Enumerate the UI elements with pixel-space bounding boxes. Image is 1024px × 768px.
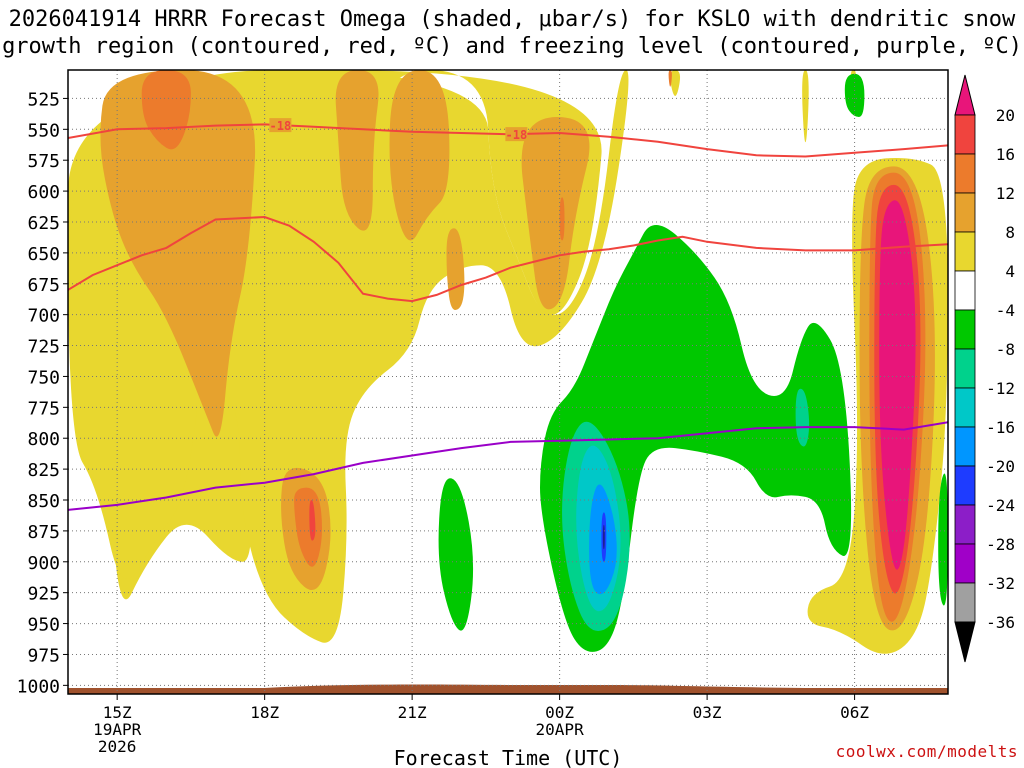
omega-region-3-0 — [309, 500, 316, 541]
x-tick-label-21-0: 21Z — [398, 703, 427, 722]
y-tick-label-800: 800 — [27, 429, 60, 450]
omega-region-6-1 — [795, 388, 810, 447]
omega-region-0-3 — [670, 70, 681, 96]
x-tick-label-24-0: 00Z — [545, 703, 574, 722]
x-tick-label-15-0: 15Z — [103, 703, 132, 722]
contour-label-bg-1 — [505, 127, 528, 142]
omega-region-0-4 — [802, 70, 809, 143]
y-tick-label-625: 625 — [27, 213, 60, 234]
x-tick-label-18-0: 18Z — [250, 703, 279, 722]
colorbar-label-8: -16 — [986, 418, 1015, 437]
x-tick-label-15-1: 19APR — [93, 720, 142, 739]
colorbar-segment-6 — [954, 348, 976, 389]
omega-region-2-3 — [668, 70, 672, 87]
contour-label-bg-0 — [269, 118, 292, 133]
y-tick-label-675: 675 — [27, 275, 60, 296]
y-tick-label-825: 825 — [27, 460, 60, 481]
y-tick-label-525: 525 — [27, 89, 60, 110]
y-tick-label-925: 925 — [27, 584, 60, 605]
y-tick-label-850: 850 — [27, 491, 60, 512]
chart-title-line-1: 2026041914 HRRR Forecast Omega (shaded, … — [8, 7, 1016, 32]
footer-credit: coolwx.com/modelts — [835, 742, 1018, 761]
contour-line-2 — [68, 421, 948, 511]
colorbar-segment-11 — [954, 543, 976, 584]
contour-line-1 — [68, 215, 948, 303]
y-tick-label-650: 650 — [27, 244, 60, 265]
chart-title: 2026041914 HRRR Forecast Omega (shaded, … — [0, 6, 1024, 60]
contour-label-0: -18 — [270, 119, 292, 133]
y-tick-label-600: 600 — [27, 182, 60, 203]
x-tick-label-24-1: 20APR — [536, 720, 585, 739]
colorbar-label-13: -36 — [986, 613, 1015, 632]
colorbar-segment-4 — [954, 270, 976, 311]
colorbar-segment-5 — [954, 309, 976, 350]
omega-region-2-0 — [141, 70, 191, 150]
colorbar-label-2: 12 — [996, 184, 1015, 203]
y-tick-label-775: 775 — [27, 398, 60, 419]
omega-region-1-1 — [335, 70, 379, 231]
y-tick-label-750: 750 — [27, 367, 60, 388]
contour-label-1: -18 — [506, 128, 528, 142]
colorbar-segment-7 — [954, 387, 976, 428]
colorbar-segment-12 — [954, 582, 976, 623]
colorbar-label-7: -12 — [986, 379, 1015, 398]
terrain-strip — [68, 684, 948, 694]
omega-region-5-3 — [938, 473, 948, 606]
colorbar-label-11: -28 — [986, 535, 1015, 554]
colorbar-segment-3 — [954, 231, 976, 272]
omega-region-4-0 — [879, 200, 916, 570]
colorbar-segment-2 — [954, 192, 976, 233]
omega-region-1-0 — [100, 70, 256, 437]
y-tick-label-550: 550 — [27, 120, 60, 141]
colorbar-arrow-bottom — [954, 621, 976, 663]
colorbar-segment-10 — [954, 504, 976, 545]
colorbar-label-3: 8 — [1005, 223, 1015, 242]
omega-region-2-2 — [559, 197, 565, 241]
plot-area: -18 -18 — [68, 70, 948, 694]
y-tick-label-1000: 1000 — [17, 676, 60, 697]
plot-frame — [67, 69, 949, 695]
y-tick-label-900: 900 — [27, 553, 60, 574]
x-tick-label-27-0: 03Z — [693, 703, 722, 722]
omega-region-2-1 — [294, 487, 322, 567]
omega-region-1-2 — [389, 70, 450, 241]
colorbar-label-0: 20 — [996, 106, 1015, 125]
colorbar-label-10: -24 — [986, 496, 1015, 515]
y-tick-label-725: 725 — [27, 337, 60, 358]
colorbar-segment-9 — [954, 465, 976, 506]
y-tick-label-950: 950 — [27, 615, 60, 636]
y-tick-label-575: 575 — [27, 151, 60, 172]
colorbar-label-4: 4 — [1005, 262, 1015, 281]
colorbar-label-9: -20 — [986, 457, 1015, 476]
y-tick-label-975: 975 — [27, 645, 60, 666]
x-tick-label-15-2: 2026 — [98, 737, 137, 756]
chart-title-line-2: growth region (contoured, red, ºC) and f… — [2, 34, 1022, 59]
omega-region-10-0 — [602, 524, 605, 550]
colorbar-segment-0 — [954, 114, 976, 155]
x-axis-label: Forecast Time (UTC) — [394, 746, 623, 768]
y-tick-label-700: 700 — [27, 306, 60, 327]
y-tick-label-875: 875 — [27, 522, 60, 543]
colorbar-arrow-top — [954, 74, 976, 116]
omega-region-5-1 — [844, 73, 865, 117]
x-tick-label-30-0: 06Z — [840, 703, 869, 722]
colorbar-segment-8 — [954, 426, 976, 467]
colorbar-label-1: 16 — [996, 145, 1015, 164]
colorbar-label-12: -32 — [986, 574, 1015, 593]
colorbar-segment-1 — [954, 153, 976, 194]
colorbar-label-5: -4 — [996, 301, 1015, 320]
colorbar-label-6: -8 — [996, 340, 1015, 359]
